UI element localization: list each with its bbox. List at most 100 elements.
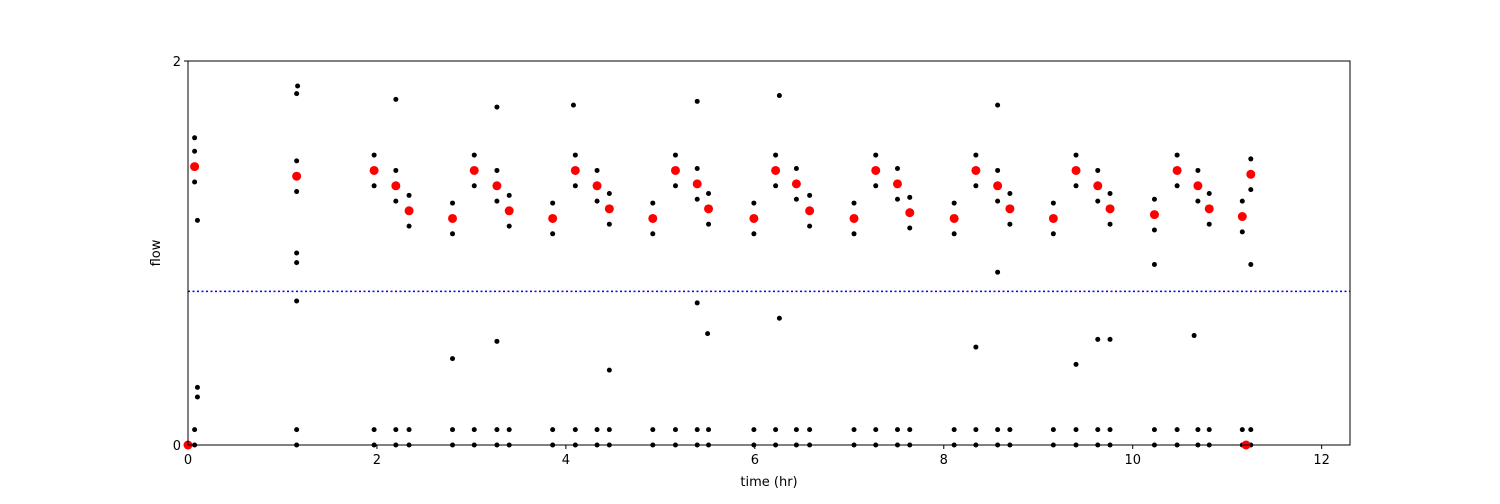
data-point — [1239, 229, 1245, 235]
data-point — [1050, 200, 1056, 206]
data-point — [1193, 181, 1203, 191]
data-point — [393, 427, 399, 433]
data-point — [776, 315, 782, 321]
data-point — [606, 367, 612, 373]
data-point — [805, 206, 815, 216]
data-point — [672, 183, 678, 189]
data-point — [1174, 183, 1180, 189]
data-point — [973, 152, 979, 158]
data-point — [404, 206, 414, 216]
data-point — [294, 158, 300, 164]
data-point — [450, 231, 456, 237]
data-point — [494, 427, 500, 433]
x-tick-label: 12 — [1313, 453, 1330, 468]
data-point — [1073, 361, 1079, 367]
x-tick-label: 4 — [562, 453, 570, 468]
data-point — [492, 181, 502, 191]
data-point — [672, 152, 678, 158]
data-point — [871, 165, 881, 175]
data-point — [773, 427, 779, 433]
data-point — [1095, 336, 1101, 342]
data-point — [1073, 427, 1079, 433]
plot-frame — [187, 60, 1351, 446]
data-point — [606, 221, 612, 227]
data-point — [194, 217, 200, 223]
data-point — [648, 213, 658, 223]
data-point — [550, 427, 556, 433]
data-point — [793, 427, 799, 433]
data-point — [294, 427, 300, 433]
data-point — [1151, 227, 1157, 233]
data-point — [371, 152, 377, 158]
data-point — [706, 190, 712, 196]
data-point — [450, 427, 456, 433]
data-point — [951, 231, 957, 237]
data-point — [1007, 221, 1013, 227]
data-point — [694, 427, 700, 433]
data-point — [873, 427, 879, 433]
data-point — [705, 331, 711, 337]
data-point — [194, 384, 200, 390]
data-point — [572, 183, 578, 189]
y-tick-label: 0 — [173, 439, 181, 454]
data-point — [550, 200, 556, 206]
data-point — [650, 427, 656, 433]
data-point — [471, 183, 477, 189]
data-point — [692, 179, 702, 189]
data-point — [606, 190, 612, 196]
data-point — [650, 231, 656, 237]
data-point — [1206, 427, 1212, 433]
data-point — [450, 200, 456, 206]
x-axis-label: time (hr) — [740, 475, 797, 490]
data-point — [294, 91, 300, 97]
data-point — [494, 167, 500, 173]
data-point — [1107, 190, 1113, 196]
data-point — [1195, 427, 1201, 433]
data-point — [594, 427, 600, 433]
data-point — [993, 181, 1003, 191]
data-point — [1107, 221, 1113, 227]
data-point — [749, 213, 759, 223]
data-point — [1071, 165, 1081, 175]
data-point — [1206, 221, 1212, 227]
data-point — [1050, 231, 1056, 237]
data-point — [1107, 427, 1113, 433]
data-point — [907, 427, 913, 433]
data-point — [1195, 167, 1201, 173]
data-point — [873, 183, 879, 189]
data-point — [694, 166, 700, 172]
data-point — [190, 162, 200, 172]
data-point — [594, 198, 600, 204]
data-point — [570, 102, 576, 108]
data-point — [393, 198, 399, 204]
data-point — [572, 427, 578, 433]
data-point — [1195, 198, 1201, 204]
data-point — [369, 165, 379, 175]
data-point — [771, 165, 781, 175]
data-point — [892, 179, 902, 189]
data-point — [650, 200, 656, 206]
data-point — [1248, 262, 1254, 268]
data-point — [907, 194, 913, 200]
data-point — [1073, 152, 1079, 158]
data-point — [1151, 427, 1157, 433]
data-point — [494, 338, 500, 344]
data-point — [694, 98, 700, 104]
data-point — [694, 196, 700, 202]
data-point — [971, 165, 981, 175]
data-point — [406, 427, 412, 433]
x-tick-label: 8 — [940, 453, 948, 468]
data-point — [1151, 196, 1157, 202]
data-point — [1095, 167, 1101, 173]
data-point — [194, 394, 200, 400]
data-point — [905, 208, 915, 218]
data-point — [1237, 212, 1247, 222]
data-point — [448, 213, 458, 223]
data-point — [393, 96, 399, 102]
data-point — [1149, 210, 1159, 220]
data-point — [192, 148, 198, 154]
data-point — [791, 179, 801, 189]
data-point — [706, 427, 712, 433]
data-point — [1048, 213, 1058, 223]
